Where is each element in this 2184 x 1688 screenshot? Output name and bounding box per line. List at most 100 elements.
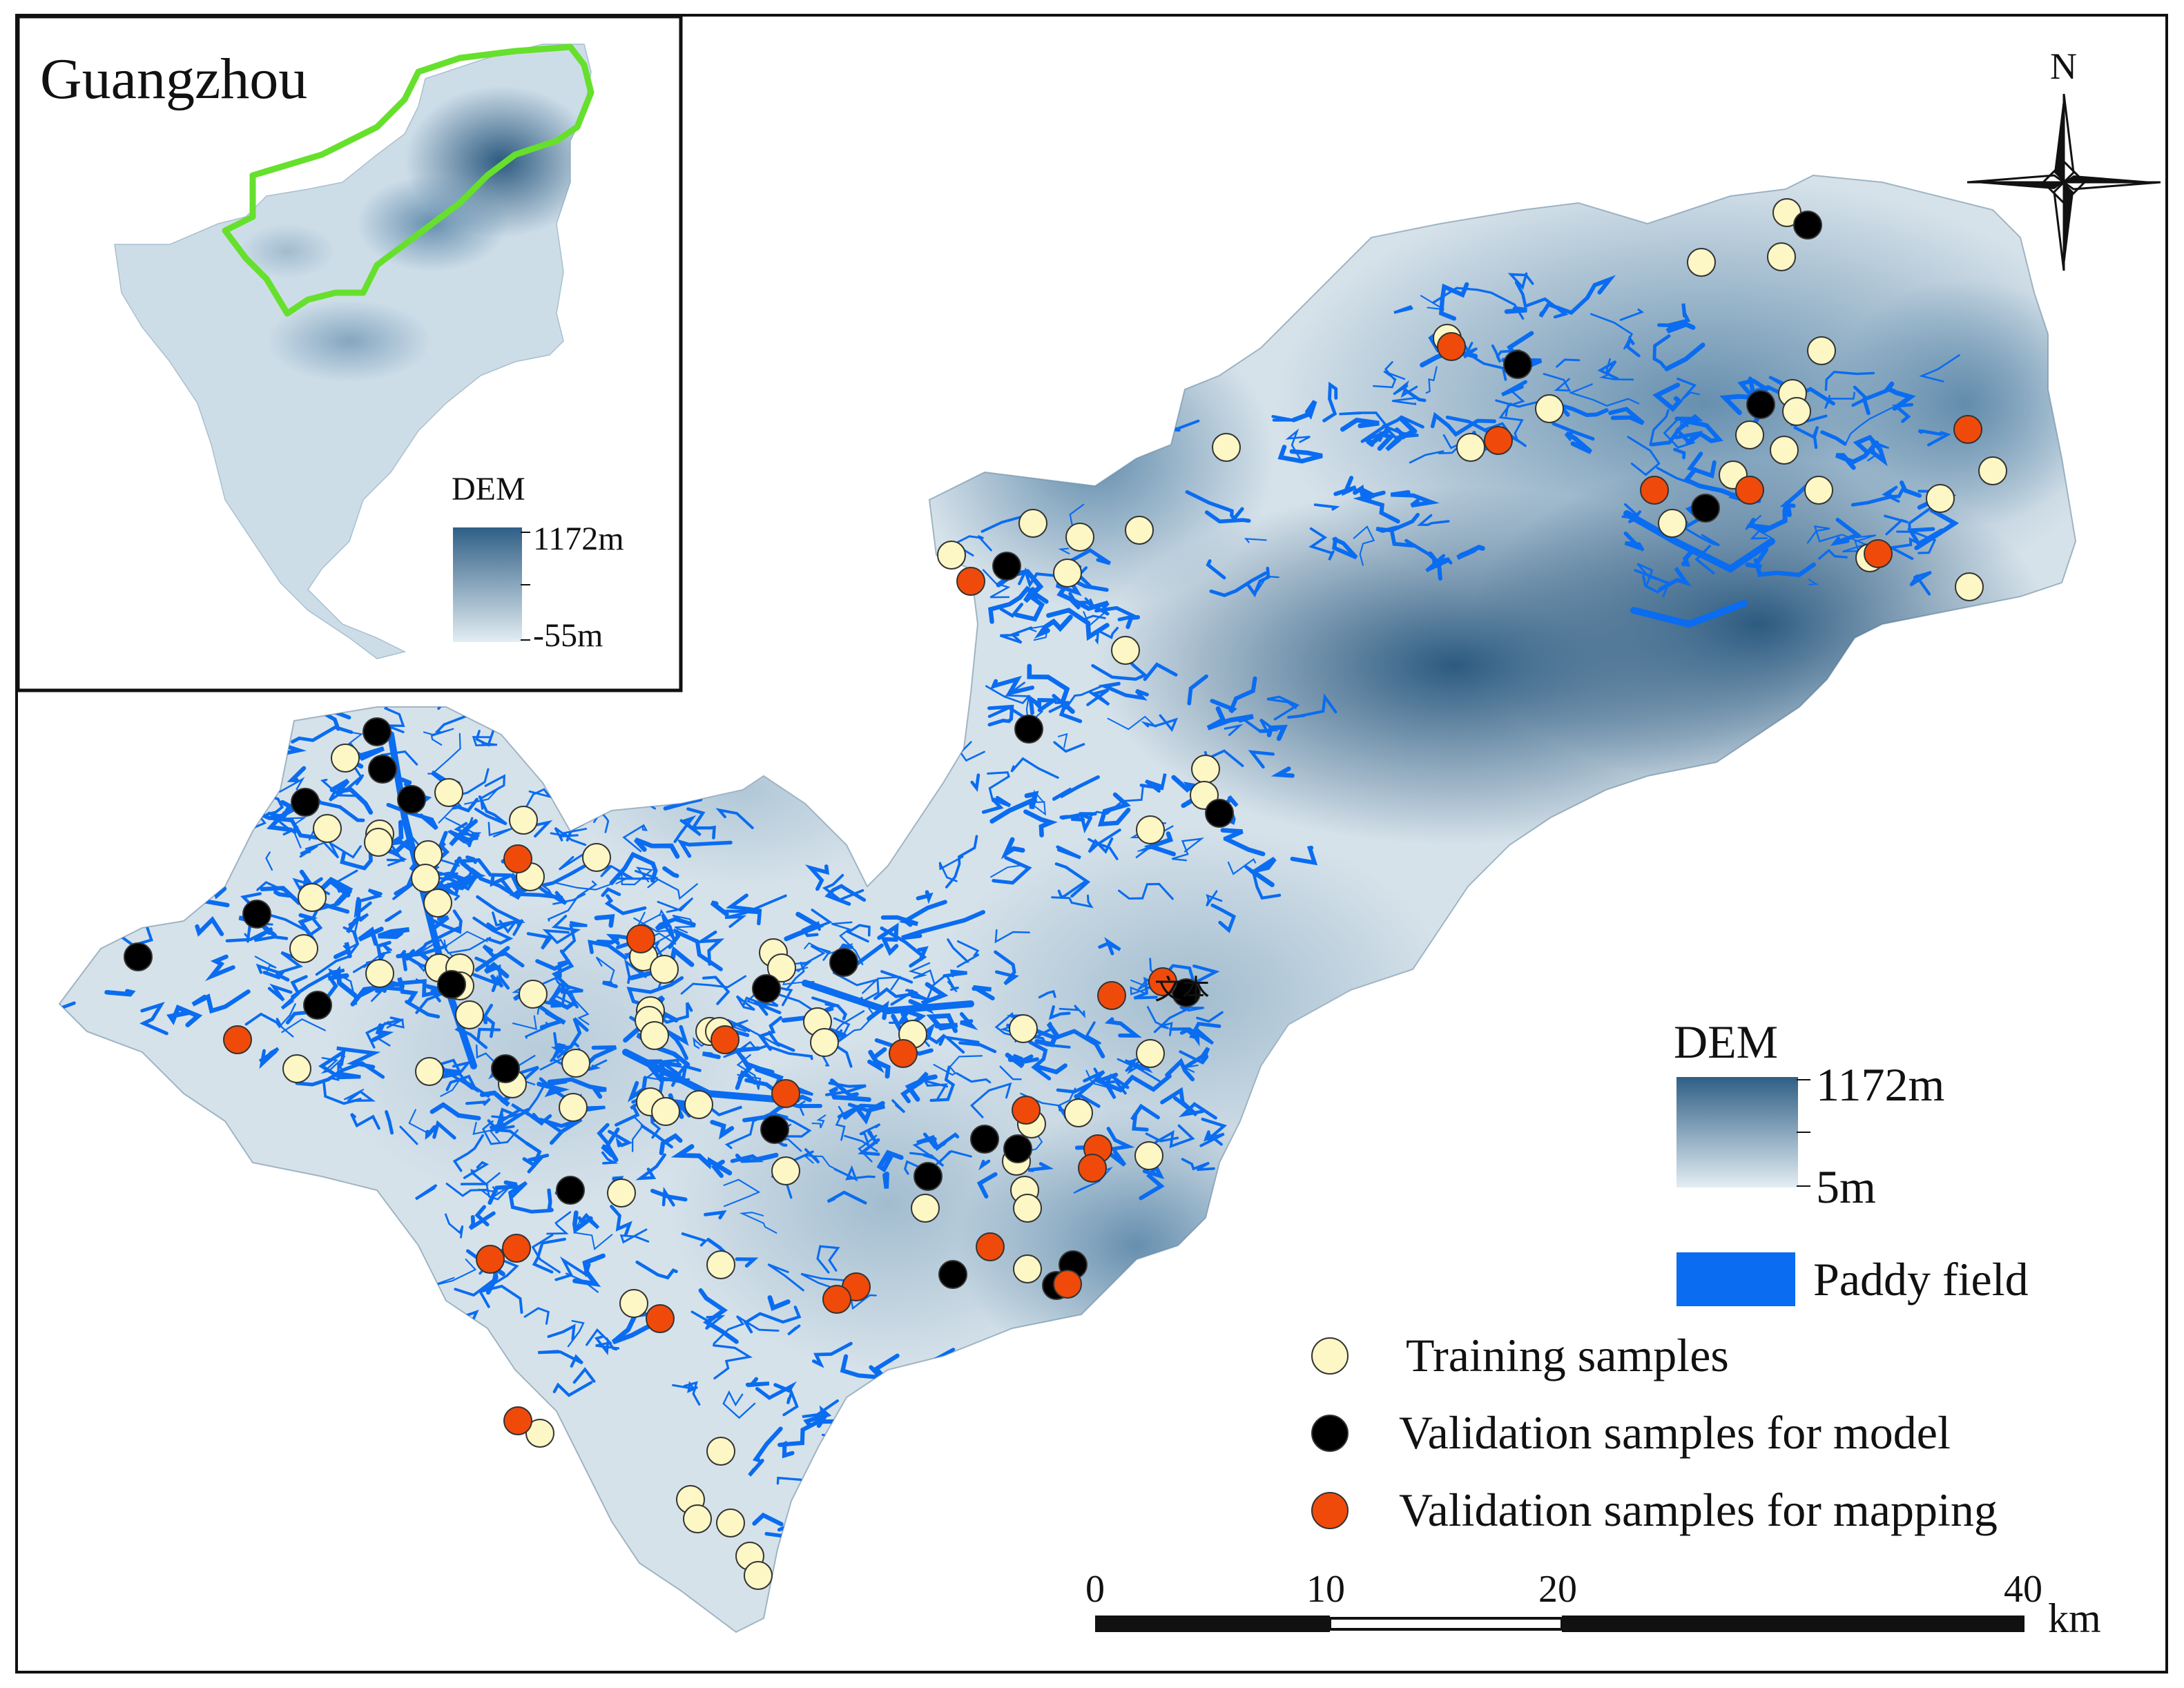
validation-mapping-point [646,1304,675,1333]
paddy-field-patch [1625,335,1641,358]
paddy-field-patch [978,1159,991,1171]
paddy-field-patch [1884,381,1916,411]
paddy-field-patch [1438,282,1469,321]
paddy-field-patch [601,887,621,898]
training-sample-point [1535,394,1564,423]
paddy-field-patch [316,877,354,906]
paddy-field-patch [743,1306,802,1334]
paddy-field-patch [710,1120,735,1140]
paddy-field-patch [621,866,654,886]
paddy-field-patch [188,809,222,833]
paddy-field-patch [1010,757,1059,779]
paddy-field-patch [1057,880,1088,900]
paddy-field-patch [254,955,277,975]
paddy-field-patch [556,981,583,1009]
paddy-field-patch [1069,503,1085,530]
paddy-field-patch [803,1405,846,1427]
paddy-field-patch [980,515,1024,533]
training-sample-point [1125,516,1154,545]
paddy-field-patch [811,1114,827,1129]
paddy-field-patch [1884,514,1908,536]
paddy-field-patch [204,954,235,982]
paddy-field-patch [821,1432,882,1447]
paddy-field-patch [588,940,628,960]
paddy-field-patch [1420,295,1444,311]
paddy-field-patch [754,1152,779,1163]
validation-model-point [760,1115,789,1144]
scale-tick-40: 40 [2004,1568,2042,1611]
paddy-field-patch [1404,388,1427,402]
paddy-field-patch [1220,828,1266,857]
paddy-field-patch [340,851,373,871]
paddy-field-patch [474,795,508,826]
paddy-field-patch [970,773,980,793]
paddy-field-patch [405,927,460,961]
paddy-field-patch [191,989,251,1014]
paddy-field-patch [1543,373,1572,392]
paddy-field-patch [472,736,498,747]
training-sample-point [415,1057,444,1086]
paddy-field-patch [1634,569,1674,594]
paddy-field-patch [1505,388,1525,417]
paddy-field-patch [1652,382,1683,412]
paddy-field-patch [777,993,813,1011]
paddy-field-patch [385,909,403,922]
training-sample-point [1009,1014,1038,1043]
paddy-field-patch [1674,414,1703,433]
paddy-field-patch [858,1138,880,1156]
paddy-field-patch [79,753,102,777]
paddy-field-patch [824,884,867,906]
paddy-field-patch [635,1153,666,1181]
paddy-field-patch [1091,658,1148,681]
paddy-field-patch [59,994,61,1007]
paddy-field-patch [867,1000,889,1021]
paddy-field-patch [1808,579,1819,585]
paddy-field-patch [780,1440,795,1459]
paddy-field-patch [1058,547,1070,554]
paddy-field-patch [1377,431,1395,452]
paddy-field-patch [345,897,362,934]
paddy-field-patch [859,1123,881,1145]
paddy-field-patch [609,851,658,886]
paddy-field-patch [1332,536,1358,560]
paddy-field-patch [1425,366,1438,394]
paddy-field-patch [109,829,136,846]
paddy-field-patch [1059,1005,1085,1018]
paddy-field-patch [988,585,1049,624]
paddy-field-patch [244,1012,283,1027]
paddy-field-patch [1139,1163,1165,1201]
training-sample-point [289,934,318,963]
paddy-field-patch [1201,1117,1228,1142]
paddy-field-patch [1886,528,1943,561]
paddy-field-patch [1206,559,1226,580]
training-sample-point [706,1250,735,1279]
paddy-field-patch [153,842,186,857]
paddy-field-patch [1608,407,1645,425]
paddy-field-patch [673,815,702,844]
training-sample-point [640,1021,669,1050]
paddy-field-patch [784,911,824,942]
paddy-field-patch [1538,296,1589,318]
paddy-field-patch [712,1344,753,1380]
validation-model-point [992,552,1021,581]
paddy-field-patch [487,822,512,837]
training-sample-point [619,1289,648,1318]
paddy-field-patch [661,1186,675,1207]
legend-dem-ramp [1676,1077,1798,1187]
paddy-field-patch [554,1256,591,1281]
paddy-field-patch [987,771,1010,802]
paddy-field-patch [465,1098,491,1106]
paddy-field-patch [1391,397,1417,405]
paddy-field-patch [1248,750,1275,769]
validation-mapping-point [1640,476,1669,505]
paddy-field-patch [1143,662,1178,681]
legend-paddy-swatch [1676,1252,1795,1306]
paddy-field-patch [347,1089,376,1102]
paddy-field-patch [767,1031,795,1052]
paddy-field-patch [922,1079,949,1100]
paddy-field-patch [1026,624,1049,641]
training-sample-point [509,806,538,835]
legend-training-symbol [1311,1337,1349,1375]
paddy-field-patch [704,1210,727,1220]
paddy-field-patch [399,1125,418,1145]
